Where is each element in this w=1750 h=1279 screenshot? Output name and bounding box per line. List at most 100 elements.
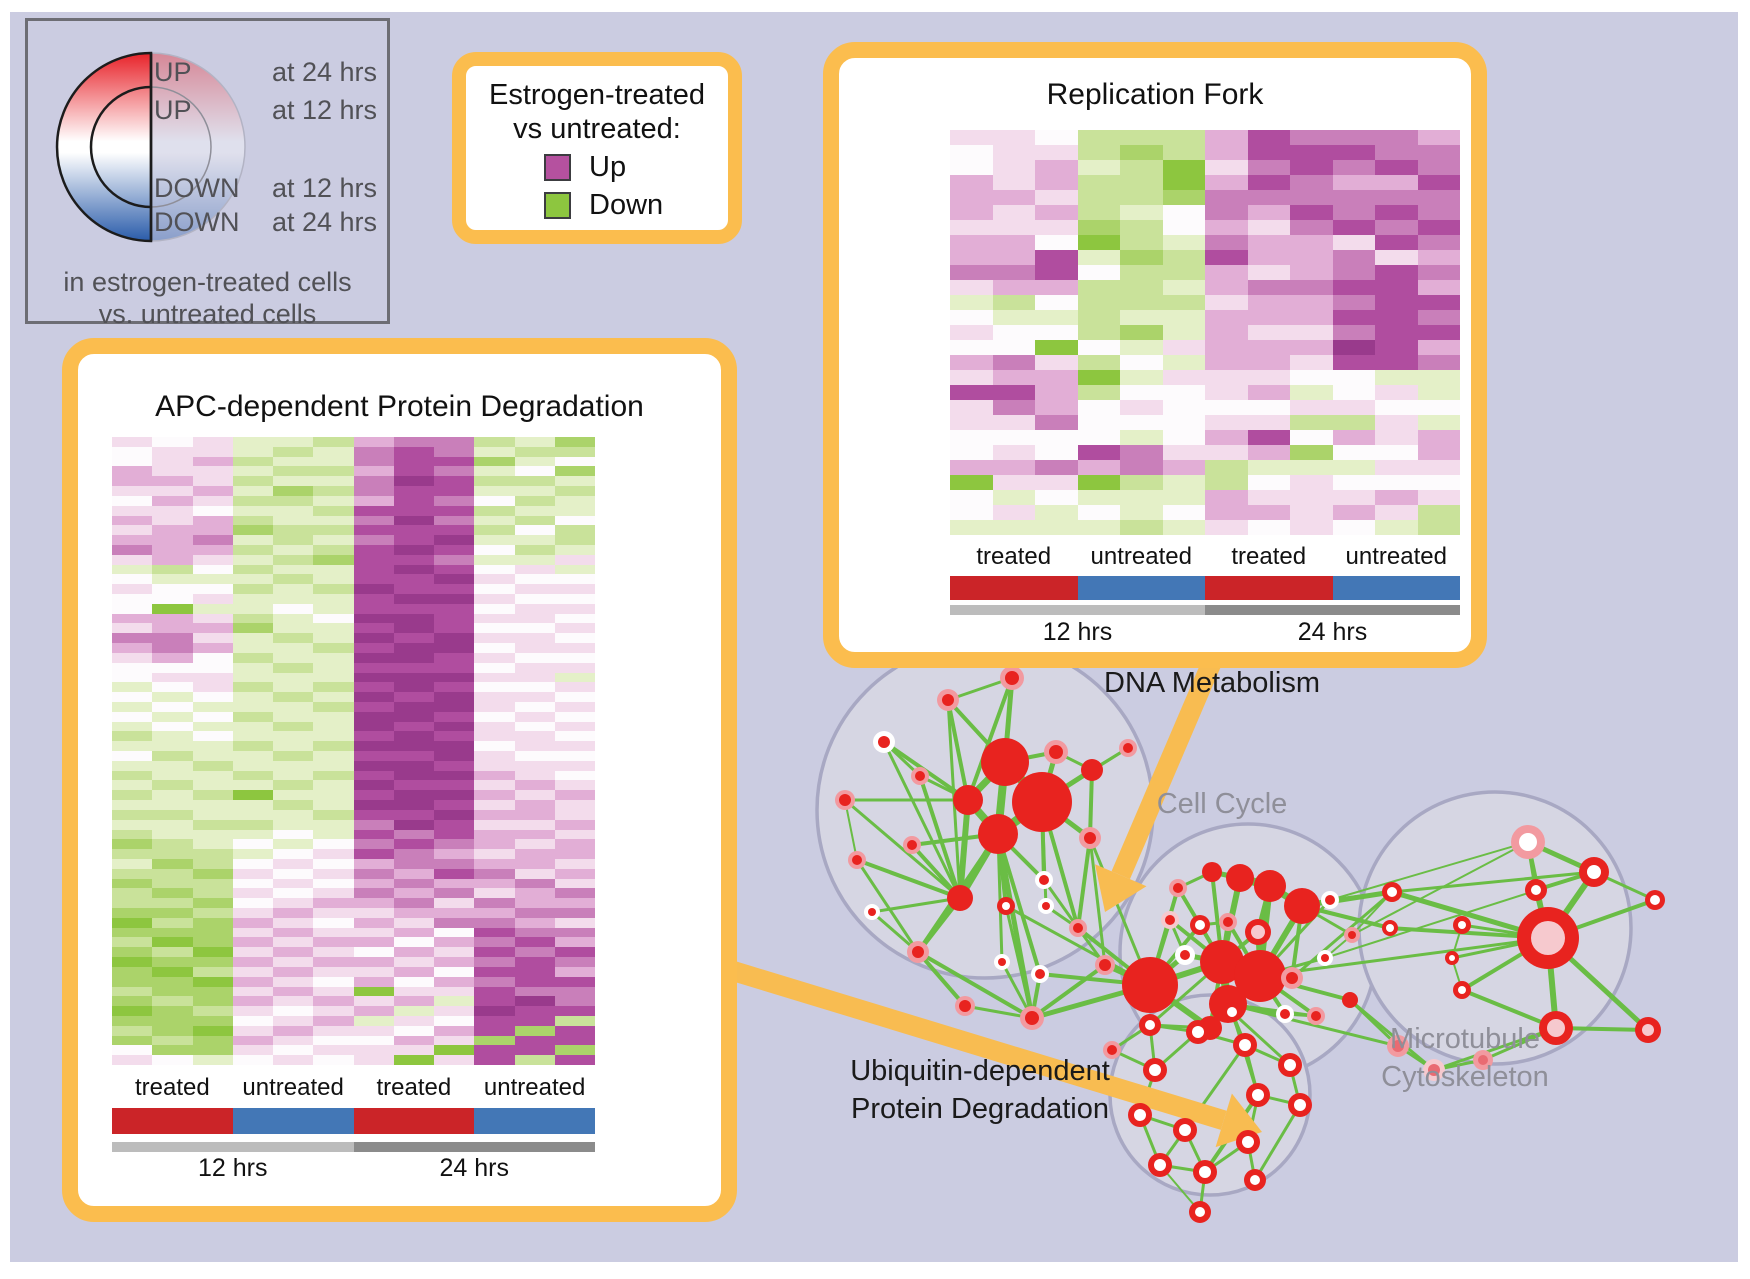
heatmap-cell (1205, 430, 1248, 445)
heatmap-cell (514, 515, 555, 526)
heatmap-cell (152, 996, 193, 1007)
heatmap-cell (554, 495, 595, 506)
gene-node-core (1458, 986, 1466, 994)
heatmap-cell (112, 760, 153, 771)
heatmap-cell (514, 868, 555, 879)
heatmap-cell (232, 908, 273, 918)
heatmap-cell (1375, 310, 1418, 325)
heatmap-cell (950, 520, 993, 535)
heatmap-cell (192, 486, 233, 496)
heatmap-cell (393, 868, 434, 879)
heatmap-cell (232, 770, 273, 781)
heatmap-cell (273, 584, 314, 594)
gene-node-core (1073, 923, 1083, 933)
heatmap-cell (434, 751, 475, 761)
heatmap-cell (1205, 220, 1248, 235)
updown-dir-label: DOWN (154, 207, 240, 237)
heatmap-cell (1290, 190, 1333, 205)
heatmap-cell (1417, 385, 1460, 400)
estrogen-legend-item: Up (544, 151, 728, 184)
heatmap-cell (434, 721, 475, 732)
heatmap-cell (232, 868, 273, 879)
heatmap-cell (1290, 340, 1333, 355)
heatmap-cell (393, 780, 434, 791)
heatmap-cell (1120, 505, 1163, 520)
gene-node-core (1311, 1011, 1321, 1021)
heatmap-cell (1162, 400, 1205, 415)
heatmap-cell (112, 495, 153, 506)
heatmap-cell (1375, 235, 1418, 250)
time-group-label: 24 hrs (439, 1154, 509, 1182)
heatmap-cell (950, 325, 993, 340)
heatmap-cell (1332, 145, 1375, 160)
heatmap-cell (152, 868, 193, 879)
heatmap-cell (514, 780, 555, 791)
heatmap-cell (353, 466, 394, 477)
heatmap-cell (152, 780, 193, 791)
heatmap-cell (313, 623, 354, 634)
heatmap-cell (514, 495, 555, 506)
heatmap-cell (273, 1035, 314, 1046)
gene-node-core (907, 840, 917, 850)
heatmap-cell (313, 760, 354, 771)
heatmap-cell (152, 908, 193, 918)
heatmap-cell (514, 1025, 555, 1036)
heatmap-cell (313, 701, 354, 712)
heatmap-cell (992, 205, 1035, 220)
heatmap-cell (152, 711, 193, 722)
heatmap-cell (353, 1035, 394, 1046)
heatmap-cell (313, 809, 354, 820)
heatmap-cell (434, 643, 475, 653)
heatmap-cell (152, 957, 193, 967)
heatmap-cell (353, 839, 394, 850)
gene-node (1284, 888, 1320, 924)
heatmap-cell (474, 515, 515, 526)
heatmap-cell (152, 446, 193, 457)
heatmap-cell (1162, 265, 1205, 280)
network-edge (856, 858, 961, 900)
network-edge (916, 950, 967, 1008)
network-edge (916, 950, 1034, 1020)
updown-time-label: at 24 hrs (271, 57, 377, 87)
heatmap-cell (313, 868, 354, 879)
heatmap-cell (434, 594, 475, 604)
heatmap-cell (1290, 490, 1333, 505)
heatmap-cell (1205, 295, 1248, 310)
heatmap-cell (313, 898, 354, 908)
heatmap-cell (1162, 385, 1205, 400)
time-group-bar (112, 1142, 354, 1152)
heatmap-cell (992, 280, 1035, 295)
heatmap-cell (514, 711, 555, 722)
heatmap-cell (434, 603, 475, 614)
heatmap-cell (393, 858, 434, 869)
heatmap-cell (112, 1006, 153, 1016)
treatment-group-bar (1077, 576, 1205, 600)
heatmap-cell (232, 888, 273, 899)
heatmap-cell (112, 809, 153, 820)
heatmap-cell (1417, 205, 1460, 220)
heatmap-cell (514, 574, 555, 585)
heatmap-cell (1035, 355, 1078, 370)
heatmap-cell (1077, 385, 1120, 400)
cluster-label-dna-metabolism: DNA Metabolism (1104, 667, 1320, 699)
heatmap-cell (192, 878, 233, 889)
heatmap-cell (1375, 190, 1418, 205)
heatmap-cell (112, 721, 153, 732)
heatmap-cell (313, 495, 354, 506)
heatmap-cell (232, 760, 273, 771)
heatmap-cell (1035, 445, 1078, 460)
heatmap-cell (273, 574, 314, 585)
gene-node-core (1321, 954, 1329, 962)
heatmap-cell (152, 623, 193, 634)
heatmap-cell (434, 711, 475, 722)
heatmap-cell (992, 370, 1035, 385)
heatmap-cell (474, 437, 515, 447)
heatmap-cell (313, 505, 354, 516)
heatmap-cell (1120, 280, 1163, 295)
heatmap-cell (393, 1045, 434, 1056)
heatmap-cell (554, 878, 595, 889)
heatmap-cell (434, 672, 475, 683)
heatmap-cell (152, 535, 193, 545)
heatmap-cell (1120, 430, 1163, 445)
heatmap-cell (514, 721, 555, 732)
